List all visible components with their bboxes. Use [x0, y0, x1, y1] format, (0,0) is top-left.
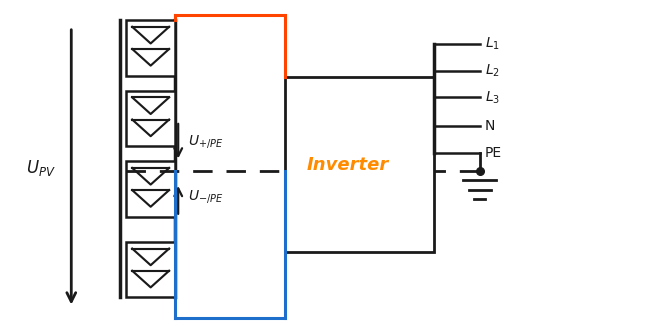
Bar: [126, 242, 175, 297]
Text: PE: PE: [485, 146, 502, 160]
Text: $L_1$: $L_1$: [485, 36, 500, 52]
Text: N: N: [485, 119, 495, 133]
Text: $U_{PV}$: $U_{PV}$: [26, 158, 56, 178]
Text: Inverter: Inverter: [307, 156, 389, 174]
Bar: [126, 161, 175, 217]
Text: $L_3$: $L_3$: [485, 89, 500, 106]
Bar: [126, 91, 175, 146]
Bar: [285, 77, 434, 252]
Text: $L_2$: $L_2$: [485, 62, 500, 79]
Text: $U_{-/PE}$: $U_{-/PE}$: [188, 188, 224, 205]
Bar: [126, 20, 175, 76]
Text: $U_{+/PE}$: $U_{+/PE}$: [188, 133, 224, 150]
